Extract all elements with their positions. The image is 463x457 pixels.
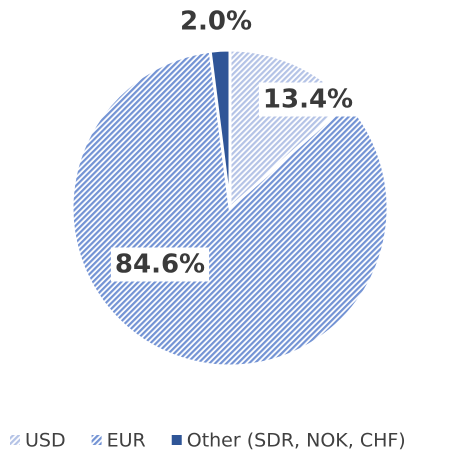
data-label-box bbox=[175, 4, 257, 39]
legend-swatch bbox=[10, 435, 20, 445]
data-label-box bbox=[110, 247, 210, 282]
data-label-group: 84.6% bbox=[110, 247, 210, 282]
pie-slice bbox=[208, 48, 232, 209]
legend-label: EUR bbox=[107, 430, 146, 452]
data-label-group: 2.0% bbox=[175, 4, 257, 39]
legend-label: Other (SDR, NOK, CHF) bbox=[187, 430, 406, 452]
pie-slice bbox=[70, 49, 390, 368]
data-label: 13.4% bbox=[263, 85, 353, 115]
data-label: 2.0% bbox=[180, 7, 252, 37]
legend-label: USD bbox=[25, 430, 66, 452]
legend-swatch bbox=[91, 435, 102, 445]
data-label: 84.6% bbox=[115, 250, 205, 280]
data-label-box bbox=[258, 82, 358, 117]
data-label-group: 13.4% bbox=[258, 82, 358, 117]
legend-swatch bbox=[171, 435, 182, 445]
